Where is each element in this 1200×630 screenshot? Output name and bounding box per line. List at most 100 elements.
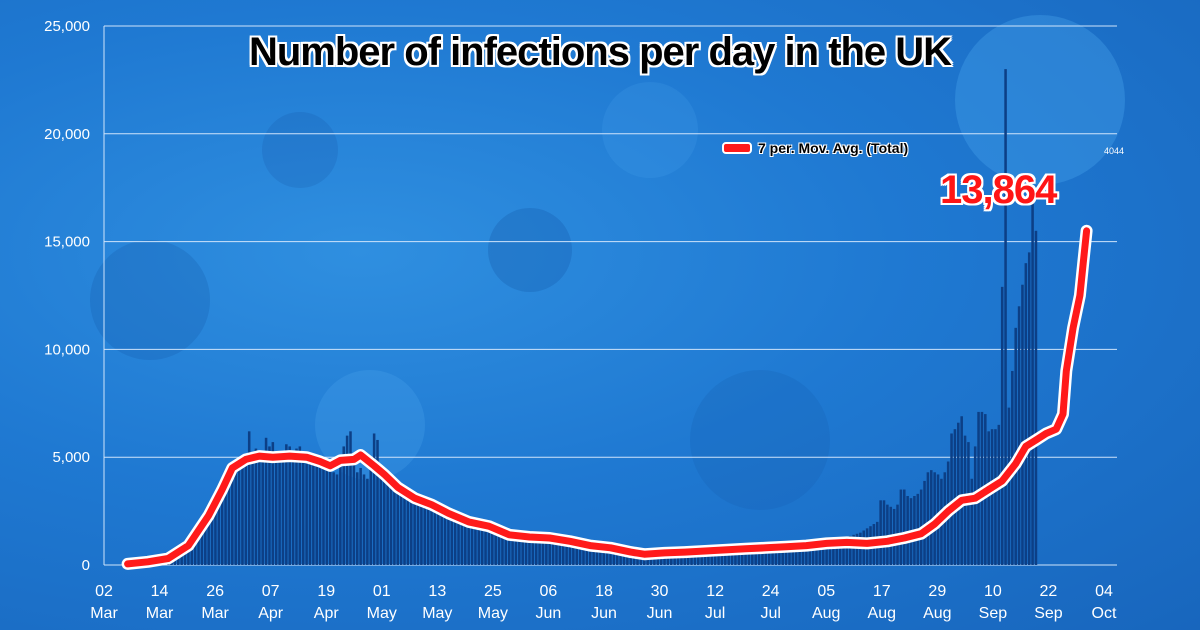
x-tick-day: 22 [1040,583,1058,600]
daily-bar [1024,263,1028,565]
daily-bar [825,539,828,565]
daily-bar [207,517,210,565]
daily-bar [180,552,183,565]
x-tick-label: 29 Aug [923,583,951,622]
daily-bar [227,467,231,565]
daily-bar [585,548,589,565]
daily-bar [507,536,511,565]
daily-bar [629,553,633,565]
daily-bar [626,553,629,565]
daily-bar [352,452,356,565]
daily-bar [359,467,362,565]
daily-bar [1034,230,1038,565]
daily-bar [217,496,221,565]
daily-bar [757,544,761,565]
daily-bar [433,508,437,565]
daily-bar [474,526,477,565]
daily-bar [835,538,839,565]
daily-bar [548,543,551,565]
daily-bar [879,500,882,565]
chart-title: Number of infections per day in the UK [248,30,952,74]
daily-bar [251,459,254,565]
daily-bar [622,553,626,565]
daily-bar [609,554,612,565]
x-tick-label: 06 Jun [536,583,562,622]
daily-bar [193,541,197,565]
x-tick-day: 06 [540,583,558,600]
daily-bar [845,536,849,565]
daily-bar [771,542,774,565]
daily-bar [406,496,410,565]
daily-bar [1000,286,1004,565]
daily-bar [467,526,470,565]
daily-bar [528,539,531,565]
daily-bar [177,553,180,565]
daily-bar [450,517,454,565]
daily-bar [200,530,204,565]
daily-bar [1021,284,1024,565]
daily-bar [514,536,518,565]
daily-bar [740,545,744,565]
daily-bar [497,534,501,565]
daily-bar [369,461,373,565]
daily-bar [751,544,754,565]
daily-bar [288,446,291,565]
x-tick-day: 30 [651,583,669,600]
daily-bar [470,526,474,565]
daily-bar [1031,187,1034,565]
daily-bar [487,530,491,565]
daily-bar [504,536,508,565]
daily-bar [717,547,720,565]
x-tick-month: May [422,605,452,622]
daily-bar [572,546,575,565]
daily-bar [410,493,413,565]
daily-bar [261,457,264,565]
daily-bar [960,416,963,565]
daily-bar [416,498,420,565]
daily-bar [541,541,545,565]
daily-bar [842,536,845,565]
x-tick-day: 10 [984,583,1002,600]
daily-bar [298,446,302,565]
daily-bar [494,532,497,565]
y-tick-label: 0 [82,557,90,574]
x-tick-month: Mar [90,605,118,622]
daily-bar [231,467,234,565]
daily-bar [190,544,194,565]
daily-bar [430,511,433,565]
daily-bar [491,532,494,565]
daily-bar [538,541,541,565]
x-tick-label: 22 Sep [1034,583,1063,622]
x-tick-label: 24 Jul [760,583,780,622]
x-tick-day: 04 [1095,583,1113,600]
daily-bar [464,524,467,565]
daily-bar [987,431,990,565]
daily-bar [1017,306,1021,565]
daily-bar [440,515,443,565]
daily-bar [247,431,251,565]
daily-bar [318,463,322,565]
daily-bar [376,439,379,565]
daily-bar [386,474,389,565]
daily-bar [788,543,791,565]
x-tick-label: 10 Sep [979,583,1008,622]
daily-bar [197,535,200,565]
x-tick-label: 14 Mar [146,583,174,622]
daily-bar [774,542,778,565]
daily-bar [832,539,835,565]
daily-bar [477,528,481,565]
x-tick-label: 18 Jun [591,583,617,622]
daily-bar [926,472,930,565]
daily-bar [791,543,795,565]
daily-bar [258,452,261,565]
daily-bar [1014,327,1017,565]
daily-bar [531,539,535,565]
daily-bar [501,534,504,565]
y-tick-label: 20,000 [44,126,90,143]
x-tick-label: 05 Aug [812,583,840,622]
x-tick-month: May [478,605,508,622]
daily-bar [950,433,953,565]
daily-bar [335,474,339,565]
daily-bar [778,542,781,565]
daily-bar [534,541,538,565]
